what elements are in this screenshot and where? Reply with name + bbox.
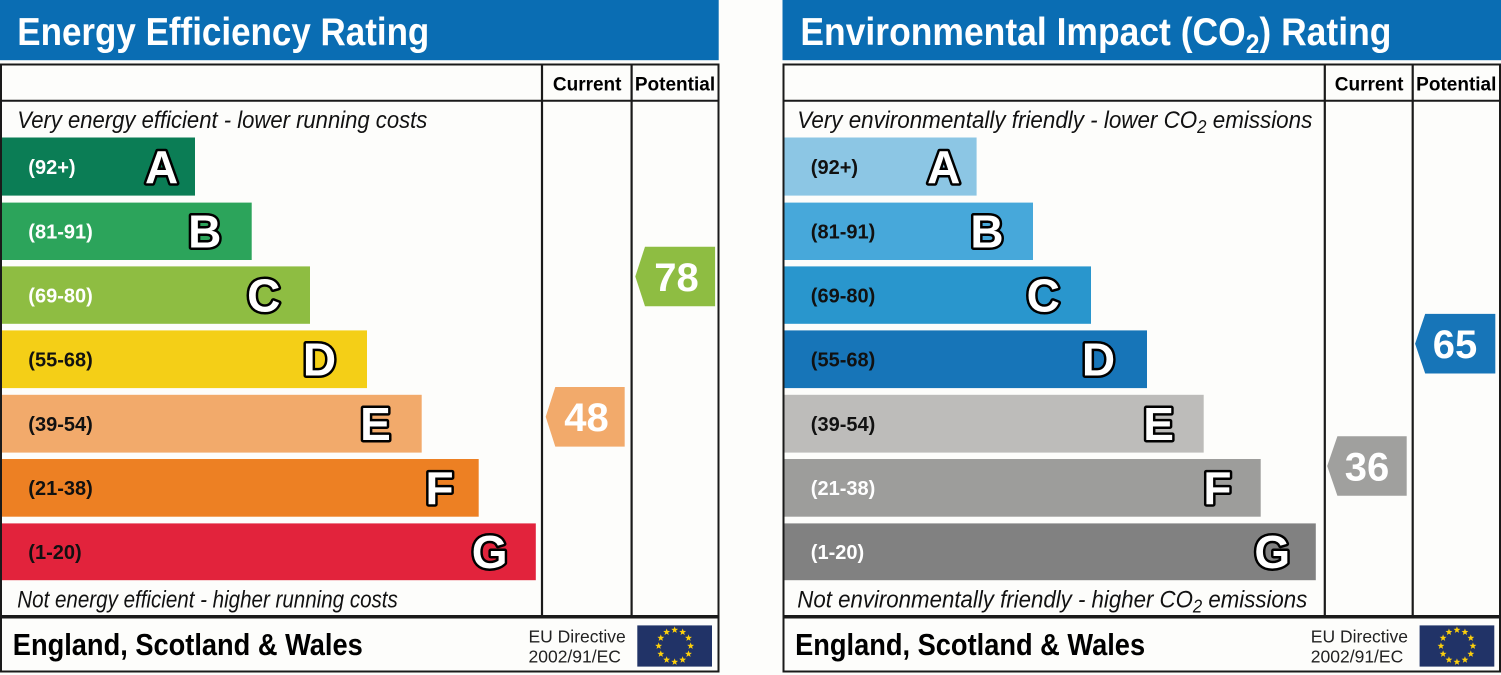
svg-text:Energy Efficiency Rating: Energy Efficiency Rating xyxy=(17,11,429,54)
svg-text:EU Directive: EU Directive xyxy=(529,627,626,647)
svg-text:A: A xyxy=(145,141,178,193)
svg-text:(92+): (92+) xyxy=(28,157,75,179)
svg-text:C: C xyxy=(1027,269,1060,321)
svg-text:A: A xyxy=(927,141,960,193)
svg-text:(39-54): (39-54) xyxy=(28,414,92,436)
svg-text:(1-20): (1-20) xyxy=(28,542,81,564)
svg-text:D: D xyxy=(303,334,336,386)
svg-text:(1-20): (1-20) xyxy=(811,542,864,564)
svg-text:B: B xyxy=(188,206,221,258)
svg-text:England, Scotland & Wales: England, Scotland & Wales xyxy=(795,627,1145,662)
svg-text:E: E xyxy=(1143,398,1174,450)
svg-text:G: G xyxy=(1254,526,1290,578)
svg-text:Very energy efficient - lower: Very energy efficient - lower running co… xyxy=(17,107,427,134)
svg-text:Current: Current xyxy=(553,75,622,96)
svg-text:Not environmentally friendly -: Not environmentally friendly - higher CO… xyxy=(797,586,1307,616)
svg-text:(92+): (92+) xyxy=(811,157,858,179)
svg-text:E: E xyxy=(360,398,391,450)
svg-text:36: 36 xyxy=(1345,445,1390,489)
svg-text:C: C xyxy=(247,269,280,321)
svg-text:2002/91/EC: 2002/91/EC xyxy=(529,647,621,667)
svg-text:Potential: Potential xyxy=(1416,75,1496,96)
svg-text:(69-80): (69-80) xyxy=(28,285,92,307)
svg-text:Current: Current xyxy=(1335,75,1404,96)
svg-text:48: 48 xyxy=(564,396,609,440)
svg-text:(69-80): (69-80) xyxy=(811,285,875,307)
svg-text:(21-38): (21-38) xyxy=(28,478,92,500)
svg-text:(81-91): (81-91) xyxy=(811,222,875,244)
svg-text:Very environmentally friendly: Very environmentally friendly - lower CO… xyxy=(797,107,1312,137)
svg-text:(21-38): (21-38) xyxy=(811,478,875,500)
svg-text:78: 78 xyxy=(654,256,699,300)
svg-text:B: B xyxy=(970,206,1003,258)
svg-text:(39-54): (39-54) xyxy=(811,414,875,436)
svg-text:(55-68): (55-68) xyxy=(811,349,875,371)
svg-text:D: D xyxy=(1082,334,1115,386)
svg-text:2002/91/EC: 2002/91/EC xyxy=(1311,647,1403,667)
svg-text:Potential: Potential xyxy=(635,75,715,96)
svg-text:England, Scotland & Wales: England, Scotland & Wales xyxy=(13,627,363,662)
svg-text:F: F xyxy=(425,462,453,514)
svg-text:EU Directive: EU Directive xyxy=(1311,627,1408,647)
svg-text:Environmental Impact (CO2) Rat: Environmental Impact (CO2) Rating xyxy=(800,11,1391,59)
svg-text:Not energy efficient - higher: Not energy efficient - higher running co… xyxy=(17,586,398,613)
svg-text:F: F xyxy=(1203,462,1231,514)
svg-text:65: 65 xyxy=(1433,323,1478,367)
svg-text:G: G xyxy=(472,526,508,578)
svg-text:(81-91): (81-91) xyxy=(28,222,92,244)
svg-text:(55-68): (55-68) xyxy=(28,349,92,371)
